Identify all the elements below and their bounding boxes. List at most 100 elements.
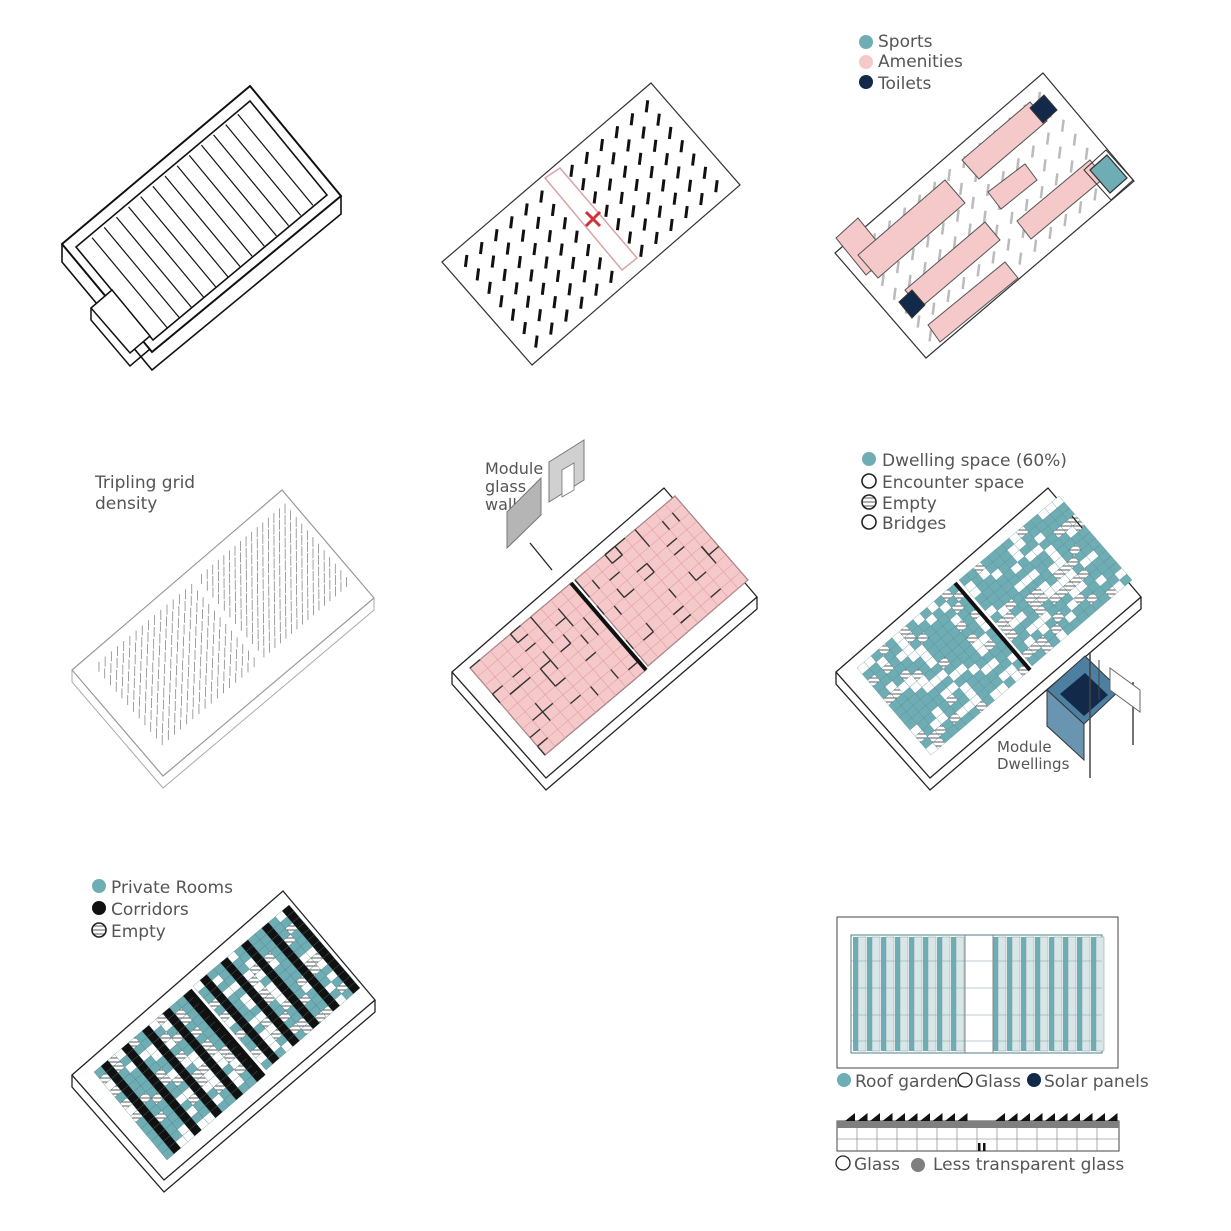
column: [925, 235, 930, 248]
solar-panel: [932, 1113, 943, 1121]
slab-thickness: [835, 597, 1142, 791]
slab-thickness: [71, 598, 375, 789]
toilet-block-bottom: [898, 289, 926, 319]
column: [510, 308, 516, 321]
column: [549, 322, 554, 335]
column: [679, 140, 684, 153]
column: [478, 241, 484, 255]
roof-garden-strip: [1007, 937, 1012, 1051]
legend-roof-gardens: Roof gardens: [855, 1072, 967, 1092]
module-wall: [542, 711, 551, 722]
solar-panel: [882, 1113, 893, 1121]
roof-plan: [850, 934, 1105, 1054]
walls-label-line3: wall: [485, 495, 517, 514]
column: [649, 165, 654, 179]
legend-bridges: Bridges: [882, 514, 946, 534]
column: [1054, 173, 1059, 186]
column: [615, 217, 621, 231]
sports-block: [1089, 154, 1128, 194]
column: [687, 179, 693, 192]
module-wall: [636, 562, 648, 573]
module-wall: [708, 545, 720, 556]
roof-garden-strip: [923, 937, 928, 1051]
column: [537, 308, 542, 322]
roof-strip-line: [164, 175, 241, 267]
glass-strip: [871, 936, 881, 1052]
roof-garden-strip: [881, 937, 886, 1051]
empty-swatch: [861, 494, 877, 510]
roof-strip-line: [237, 113, 314, 206]
solar-panel: [1095, 1113, 1105, 1121]
column: [1018, 252, 1023, 265]
legend-sports: Sports: [878, 32, 933, 52]
module-wall: [542, 651, 552, 661]
column: [970, 196, 975, 209]
column: [676, 166, 681, 179]
solar-panel: [995, 1113, 1005, 1121]
module-wall: [545, 633, 554, 644]
module-wall: [614, 545, 623, 556]
module-wall: [585, 651, 597, 662]
column: [699, 192, 704, 206]
module-wall: [604, 554, 613, 564]
roof-garden-strip: [853, 937, 858, 1051]
roof-garden-strip: [895, 937, 900, 1051]
module-wall: [580, 634, 589, 644]
rooms-mosaic: [93, 904, 361, 1161]
column: [1024, 198, 1029, 212]
column: [525, 295, 531, 308]
less-transparent-swatch: [911, 1158, 925, 1172]
legend-less-transparent: Less transparent glass: [933, 1155, 1124, 1175]
column: [475, 268, 481, 281]
panel-tripling-grid: Tripling grid density: [71, 473, 375, 789]
roof-strip-line: [200, 144, 277, 237]
column: [520, 229, 526, 242]
legend-amenities: Amenities: [878, 52, 963, 72]
column: [1048, 226, 1053, 240]
section-legend: Glass Less transparent glass: [835, 1155, 1124, 1175]
column: [626, 139, 631, 152]
legend-encounter-space: Encounter space: [882, 473, 1024, 493]
column-grid: [463, 100, 719, 348]
legend-glass: Glass: [975, 1072, 1021, 1092]
solar-panel: [957, 1113, 968, 1121]
roof-thickness: [61, 196, 342, 372]
panel-dwellings: Dwelling space (60%) Encounter space Emp…: [835, 451, 1142, 791]
glass-strip: [1053, 936, 1063, 1052]
dwelling-swatch: [862, 452, 876, 466]
column: [1057, 146, 1062, 159]
column: [952, 236, 957, 249]
dwelling-mosaic: [856, 495, 1133, 756]
column: [547, 230, 552, 243]
panel-module-walls: Module glass wall: [451, 439, 758, 791]
module-wall: [560, 642, 572, 653]
module-wall: [534, 702, 544, 713]
column: [524, 203, 529, 216]
bridges-swatch: [861, 514, 877, 530]
column: [534, 335, 539, 348]
column: [505, 242, 511, 255]
module-wall: [666, 537, 678, 548]
empty-swatch: [91, 922, 107, 938]
legend-dwelling-space: Dwelling space (60%): [882, 451, 1067, 471]
module-wall: [524, 642, 536, 652]
module-wall: [642, 631, 654, 641]
column: [532, 242, 537, 256]
dense-column-grid: [98, 503, 347, 746]
amenity-block: [987, 163, 1038, 210]
column: [539, 190, 544, 203]
roof-strip-line: [115, 216, 192, 308]
roof-garden-strip: [1091, 937, 1096, 1051]
roof-strip-line: [213, 134, 290, 227]
column: [946, 289, 951, 303]
legend-empty: Empty: [111, 922, 166, 942]
annex-block: [89, 288, 152, 355]
central-bridge: [188, 988, 266, 1078]
solar-panel: [870, 1113, 880, 1121]
column: [982, 210, 987, 223]
slab-thickness: [451, 597, 758, 791]
column: [947, 168, 952, 182]
column: [1045, 132, 1050, 145]
column: [928, 329, 933, 342]
module-wall: [530, 616, 539, 627]
